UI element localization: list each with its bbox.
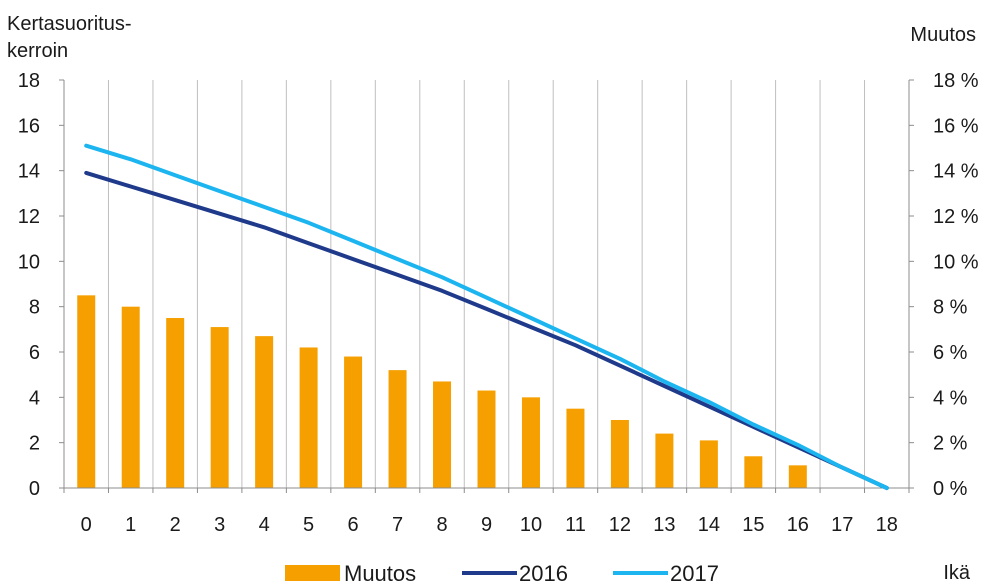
right-axis-label: Muutos (910, 24, 976, 46)
right-tick-label: 4 % (933, 387, 968, 409)
x-tick-label: 7 (392, 514, 403, 536)
x-tick-label: 8 (436, 514, 447, 536)
x-axis-label: Ikä (943, 562, 971, 584)
bar-muutos (433, 381, 452, 488)
left-axis-label-line2: kerroin (7, 40, 68, 62)
bar-muutos (744, 456, 763, 488)
x-tick-label: 15 (742, 514, 764, 536)
bar-muutos (388, 370, 407, 488)
legend-label-muutos: Muutos (344, 561, 416, 586)
vertical-grid (107, 80, 910, 488)
right-tick-label: 8 % (933, 297, 968, 319)
legend: Muutos 2016 2017 (285, 561, 719, 586)
x-tick-label: 0 (81, 514, 92, 536)
left-tick-label: 0 (29, 478, 40, 500)
bar-muutos (166, 318, 185, 488)
line-series-2017 (84, 143, 889, 490)
right-tick-label: 14 % (933, 161, 979, 183)
x-tick-label: 13 (653, 514, 675, 536)
bar-muutos (477, 390, 496, 488)
left-tick-label: 6 (29, 342, 40, 364)
lines (84, 143, 889, 490)
right-tick-label: 2 % (933, 433, 968, 455)
bar-muutos (788, 465, 807, 488)
x-tick-label: 12 (609, 514, 631, 536)
left-tick-label: 12 (18, 206, 40, 228)
left-axis-label-line1: Kertasuoritus- (7, 13, 132, 35)
right-tick-label: 16 % (933, 115, 979, 137)
bar-muutos (344, 356, 363, 488)
right-tick-label: 6 % (933, 342, 968, 364)
x-tick-label: 3 (214, 514, 225, 536)
left-tick-label: 2 (29, 433, 40, 455)
bars-muutos (77, 295, 807, 488)
bar-muutos (121, 306, 140, 488)
x-tick-label: 6 (348, 514, 359, 536)
bar-muutos (699, 440, 718, 488)
line-series-2016 (84, 170, 889, 490)
x-tick-label: 17 (831, 514, 853, 536)
bar-muutos (610, 420, 629, 488)
legend-label-2017: 2017 (670, 561, 719, 586)
x-tick-label: 9 (481, 514, 492, 536)
bar-muutos (566, 408, 585, 488)
bar-muutos (210, 327, 229, 488)
left-tick-label: 18 (18, 70, 40, 92)
bar-muutos (255, 336, 274, 488)
left-tick-label: 16 (18, 115, 40, 137)
legend-label-2016: 2016 (519, 561, 568, 586)
x-tick-label: 2 (170, 514, 181, 536)
left-tick-label: 8 (29, 297, 40, 319)
x-tick-label: 14 (698, 514, 720, 536)
x-tick-label: 16 (787, 514, 809, 536)
bar-muutos (655, 433, 674, 488)
right-tick-label: 0 % (933, 478, 968, 500)
x-tick-label: 18 (876, 514, 898, 536)
left-tick-label: 14 (18, 161, 40, 183)
x-tick-label: 4 (259, 514, 270, 536)
left-tick-label: 4 (29, 387, 40, 409)
legend-swatch-muutos (285, 565, 340, 581)
right-tick-label: 10 % (933, 251, 979, 273)
x-tick-label: 11 (565, 514, 586, 536)
axes (59, 79, 914, 493)
right-tick-label: 12 % (933, 206, 979, 228)
x-tick-label: 5 (303, 514, 314, 536)
bar-muutos (77, 295, 96, 488)
right-tick-label: 18 % (933, 70, 979, 92)
x-tick-label: 10 (520, 514, 542, 536)
left-tick-label: 10 (18, 251, 40, 273)
bar-muutos (299, 347, 318, 488)
bar-muutos (521, 397, 540, 488)
x-tick-label: 1 (125, 514, 136, 536)
